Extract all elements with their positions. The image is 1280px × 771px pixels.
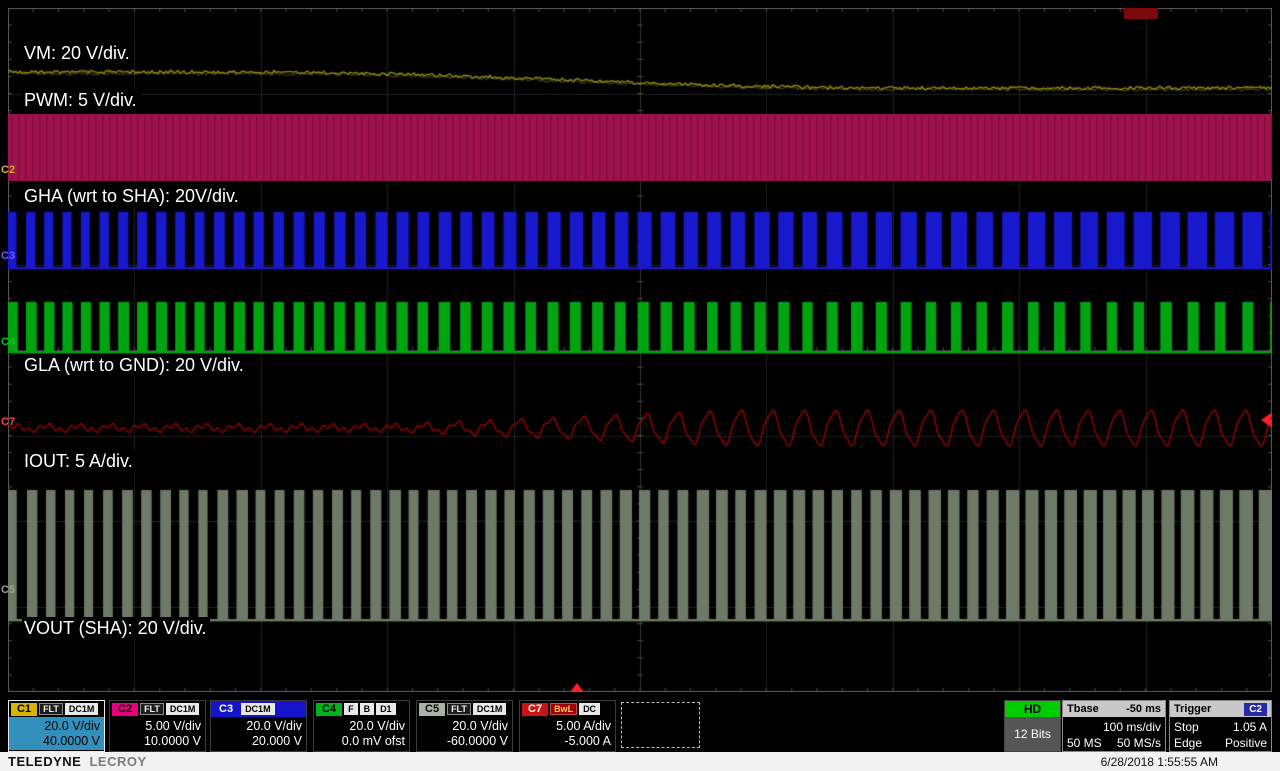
empty-trace-slot[interactable] (621, 702, 700, 748)
trace-label-vm: VM: 20 V/div. (22, 42, 134, 64)
channel-descriptor-c3[interactable]: C3 DC1M 20.0 V/div 20.000 V (210, 700, 307, 752)
channel-header-c4: C4 F B D1 (314, 701, 409, 717)
channel-descriptor-c2[interactable]: C2 FLT DC1M 5.00 V/div 10.0000 V (109, 700, 206, 752)
channel-offset-c2: 10.0000 V (144, 733, 201, 748)
channel-offset-c3: 20.000 V (251, 733, 302, 748)
trace-label-iout: IOUT: 5 A/div. (22, 450, 137, 472)
trigger-box[interactable]: Trigger C2 Stop 1.05 A Edge Positive (1169, 700, 1272, 752)
footer-bar: TELEDYNE LECROY 6/28/2018 1:55:55 AM (0, 752, 1280, 771)
hd-label: HD (1005, 701, 1060, 717)
channel-id-chip-c4: C4 (316, 702, 343, 716)
channel-header-c3: C3 DC1M (211, 701, 306, 717)
filter-badge: FLT (447, 703, 471, 715)
channel-settings-c3: 20.0 V/div 20.000 V (211, 717, 306, 750)
timebase-delay: -50 ms (1126, 703, 1161, 715)
trigger-header: Trigger C2 (1170, 701, 1271, 717)
trigger-mode: Stop (1174, 720, 1199, 734)
brand-secondary: LECROY (89, 754, 147, 769)
channel-header-c7: C7 BwL DC (520, 701, 615, 717)
timebase-box[interactable]: Tbase -50 ms 100 ms/div 50 MS 50 MS/s (1062, 700, 1166, 752)
channel-descriptor-c5[interactable]: C5 FLT DC1M 20.0 V/div -60.0000 V (416, 700, 513, 752)
function-badge: F (344, 703, 358, 715)
channel-offset-c7: -5.000 A (564, 733, 611, 748)
channel-settings-c2: 5.00 V/div 10.0000 V (110, 717, 205, 750)
timebase-header: Tbase -50 ms (1063, 701, 1165, 717)
trigger-type: Edge (1174, 736, 1203, 750)
channel-offset-marker-c7[interactable]: C7 (1, 416, 16, 428)
coupling-badge: DC1M (64, 703, 99, 715)
coupling-badge: DC (579, 703, 601, 715)
channel-id-chip-c7: C7 (522, 702, 549, 716)
channel-settings-c4: 20.0 V/div 0.0 mV ofst (314, 717, 409, 750)
channel-header-c2: C2 FLT DC1M (110, 701, 205, 717)
timebase-rate: 50 MS/s (1116, 736, 1161, 750)
channel-scale-c7: 5.00 A/div (556, 718, 611, 733)
channel-scale-c4: 20.0 V/div (349, 718, 405, 733)
acquisition-busy-indicator (1124, 8, 1158, 19)
trace-label-gla: GLA (wrt to GND): 20 V/div. (22, 354, 248, 376)
channel-scale-c3: 20.0 V/div (246, 718, 302, 733)
timebase-scale: 100 ms/div (1102, 720, 1161, 734)
channel-settings-c5: 20.0 V/div -60.0000 V (417, 717, 512, 750)
datetime-display: 6/28/2018 1:55:55 AM (1100, 755, 1218, 769)
coupling-badge: DC1M (472, 703, 507, 715)
trigger-label: Trigger (1174, 703, 1212, 715)
coupling-badge: DC1M (241, 703, 275, 715)
channel-settings-c7: 5.00 A/div -5.000 A (520, 717, 615, 750)
channel-offset-marker-c5[interactable]: C5 (1, 584, 16, 596)
trace-label-vout: VOUT (SHA): 20 V/div. (22, 617, 211, 639)
brand-logo: TELEDYNE LECROY (8, 754, 147, 769)
channel-settings-c1: 20.0 V/div 40.0000 V (9, 717, 104, 750)
waveform-canvas (8, 8, 1272, 692)
trace-label-gha: GHA (wrt to SHA): 20V/div. (22, 185, 243, 207)
channel-id-chip-c3: C3 (213, 702, 240, 716)
waveform-display-area (8, 8, 1272, 692)
channel-id-chip-c1: C1 (11, 702, 38, 716)
hd-bits: 12 Bits (1005, 717, 1060, 751)
bandwidth-badge: B (359, 703, 375, 715)
channel-descriptor-c1[interactable]: C1 FLT DC1M 20.0 V/div 40.0000 V (8, 700, 105, 752)
channel-descriptor-c4[interactable]: C4 F B D1 20.0 V/div 0.0 mV ofst (313, 700, 410, 752)
channel-offset-c1: 40.0000 V (43, 733, 100, 748)
channel-offset-marker-c2[interactable]: C2 (1, 164, 16, 176)
channel-offset-c4: 0.0 mV ofst (341, 733, 405, 748)
trigger-source-badge: C2 (1244, 702, 1267, 716)
trigger-level: 1.05 A (1232, 720, 1267, 734)
trace-label-pwm: PWM: 5 V/div. (22, 89, 141, 111)
channel-id-chip-c5: C5 (419, 702, 446, 716)
filter-badge: FLT (140, 703, 164, 715)
trigger-slope: Positive (1224, 736, 1267, 750)
channel-header-c5: C5 FLT DC1M (417, 701, 512, 717)
channel-scale-c2: 5.00 V/div (145, 718, 201, 733)
trigger-settings: Stop 1.05 A Edge Positive (1170, 717, 1271, 753)
channel-offset-marker-c3[interactable]: C3 (1, 250, 16, 262)
coupling-badge: DC1M (165, 703, 200, 715)
timebase-samples: 50 MS (1067, 736, 1102, 750)
timebase-label: Tbase (1067, 703, 1099, 715)
channel-id-chip-c2: C2 (112, 702, 139, 716)
channel-header-c1: C1 FLT DC1M (9, 701, 104, 717)
timebase-settings: 100 ms/div 50 MS 50 MS/s (1063, 717, 1165, 753)
bandwidth-limit-badge: BwL (550, 703, 578, 715)
channel-offset-c5: -60.0000 V (446, 733, 508, 748)
status-bar: C1 FLT DC1M 20.0 V/div 40.0000 V C2 FLT … (0, 700, 1280, 752)
channel-scale-c5: 20.0 V/div (452, 718, 508, 733)
brand-primary: TELEDYNE (8, 754, 82, 769)
channel-scale-c1: 20.0 V/div (44, 718, 100, 733)
channel-offset-marker-c4[interactable]: C4 (1, 336, 16, 348)
deskew-badge: D1 (376, 703, 396, 715)
hd-mode-box[interactable]: HD 12 Bits (1004, 700, 1061, 752)
filter-badge: FLT (39, 703, 63, 715)
channel-descriptor-c7[interactable]: C7 BwL DC 5.00 A/div -5.000 A (519, 700, 616, 752)
